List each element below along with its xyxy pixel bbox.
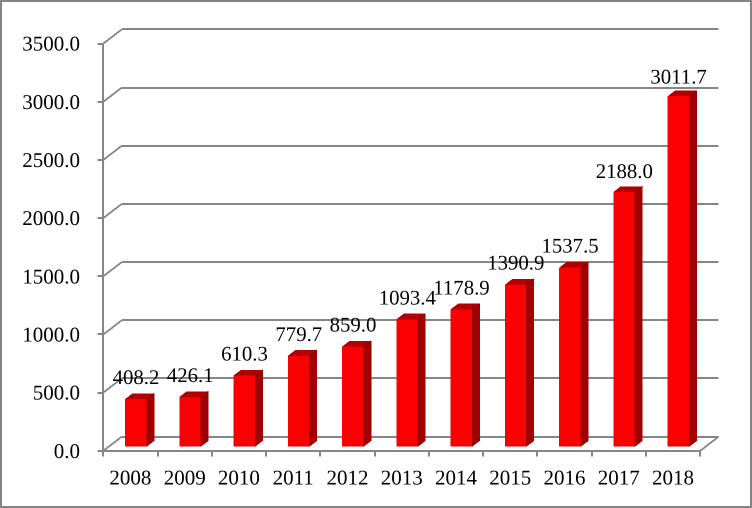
svg-text:3500.0: 3500.0 xyxy=(22,32,80,56)
svg-text:859.0: 859.0 xyxy=(330,314,377,337)
svg-text:1500.0: 1500.0 xyxy=(22,264,80,288)
svg-text:2009: 2009 xyxy=(164,466,206,490)
svg-text:1390.9: 1390.9 xyxy=(487,252,544,275)
svg-text:2012: 2012 xyxy=(327,466,369,490)
svg-text:3000.0: 3000.0 xyxy=(22,90,80,114)
svg-text:2500.0: 2500.0 xyxy=(22,148,80,172)
svg-text:1093.4: 1093.4 xyxy=(379,286,437,309)
svg-text:2008: 2008 xyxy=(109,466,151,490)
svg-text:2016: 2016 xyxy=(544,466,586,490)
svg-text:2011: 2011 xyxy=(273,466,314,490)
svg-text:500.0: 500.0 xyxy=(33,381,80,405)
svg-text:408.2: 408.2 xyxy=(113,366,160,389)
svg-text:2188.0: 2188.0 xyxy=(596,160,653,183)
svg-text:3011.7: 3011.7 xyxy=(650,66,706,89)
svg-text:2015: 2015 xyxy=(489,466,531,490)
svg-text:2014: 2014 xyxy=(435,466,478,490)
svg-text:0.0: 0.0 xyxy=(54,439,80,463)
svg-text:426.1: 426.1 xyxy=(167,364,214,387)
svg-text:1537.5: 1537.5 xyxy=(541,235,598,258)
svg-text:2000.0: 2000.0 xyxy=(22,206,80,230)
svg-text:610.3: 610.3 xyxy=(221,343,268,366)
svg-text:779.7: 779.7 xyxy=(275,323,322,346)
svg-text:2018: 2018 xyxy=(652,466,694,490)
svg-text:2010: 2010 xyxy=(218,466,260,490)
svg-text:1178.9: 1178.9 xyxy=(433,276,489,299)
svg-text:2017: 2017 xyxy=(598,466,640,490)
svg-text:1000.0: 1000.0 xyxy=(22,323,80,347)
svg-text:2013: 2013 xyxy=(381,466,423,490)
